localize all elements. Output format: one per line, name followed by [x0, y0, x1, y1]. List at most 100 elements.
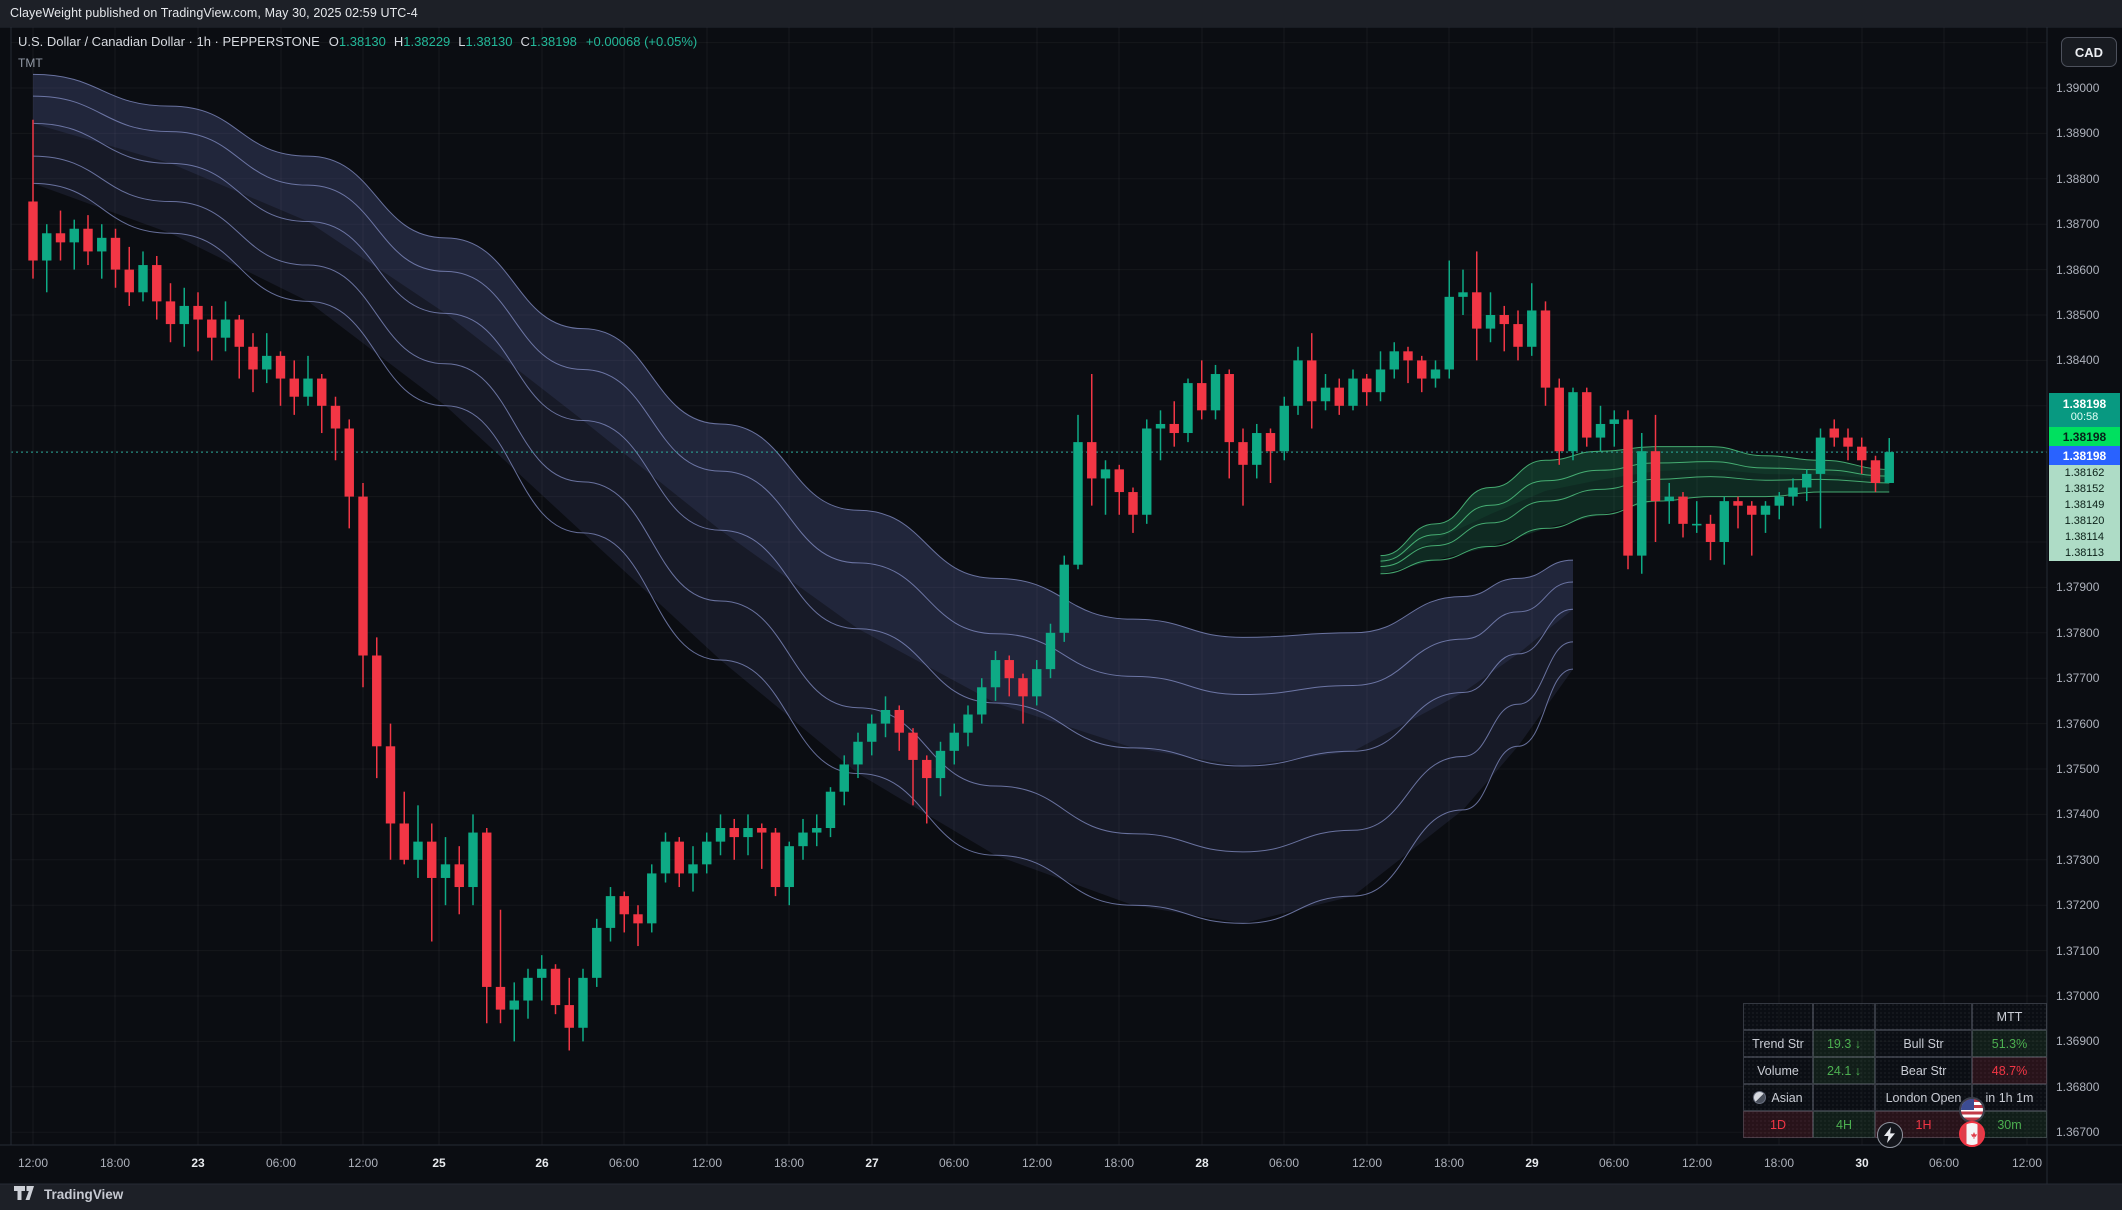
candle-body	[1320, 387, 1331, 402]
candle-body	[1829, 428, 1839, 438]
candle-body	[509, 1000, 519, 1010]
mtt-cell-asian: Asian	[1743, 1084, 1813, 1111]
candle-body	[770, 832, 781, 888]
mtt-empty-cell	[1743, 1003, 1813, 1030]
candle-body	[1142, 428, 1152, 515]
time-axis-label: 06:00	[608, 1156, 640, 1170]
candle-body	[482, 832, 492, 987]
badge-price-value: 1.38198	[2062, 448, 2107, 463]
chart-header[interactable]: U.S. Dollar / Canadian Dollar · 1h · PEP…	[18, 34, 697, 49]
candle-body	[1623, 419, 1633, 556]
candle-body	[1595, 423, 1606, 438]
candle-body	[1403, 351, 1413, 361]
candle-body	[317, 378, 327, 406]
us-flag-icon	[1959, 1097, 1985, 1123]
tradingview-mark-icon	[14, 1186, 34, 1200]
mtt-cell-text: 30m	[1997, 1117, 2022, 1132]
candle-body	[1499, 315, 1509, 325]
mtt-cell-text: 19.3 ↓	[1826, 1036, 1862, 1051]
candle-body	[990, 660, 1001, 688]
mtt-cell-4h[interactable]: 4H	[1813, 1111, 1875, 1138]
candle-body	[1513, 324, 1523, 347]
candle-body	[1307, 360, 1317, 402]
price-axis-label: 1.36800	[2056, 1079, 2100, 1094]
candle-body	[193, 305, 203, 320]
candle-body	[1815, 437, 1826, 474]
mtt-cell-text: Bull Str	[1903, 1036, 1944, 1051]
candle-body	[894, 709, 904, 733]
mtt-cell-text: 1H	[1915, 1117, 1932, 1132]
candle-body	[179, 305, 189, 325]
mtt-cell-text: Volume	[1757, 1063, 1799, 1078]
lightning-icon[interactable]	[1877, 1122, 1903, 1148]
candle-body	[1788, 487, 1798, 497]
candle-body	[344, 428, 354, 497]
candle-body	[413, 841, 423, 860]
candle-body	[97, 237, 107, 252]
price-badge-light: 1.38120	[2049, 513, 2120, 529]
candle-body	[262, 355, 272, 370]
ribbon-blue	[32, 73, 1574, 924]
candle-body	[1678, 496, 1688, 524]
mtt-cell-bear-str: Bear Str	[1875, 1057, 1972, 1084]
time-axis-date-label: 23	[191, 1156, 205, 1170]
candle-body	[688, 864, 698, 874]
candle-body	[715, 828, 726, 842]
tradingview-logo[interactable]: TradingView	[14, 1186, 123, 1203]
candle-body	[908, 732, 918, 760]
time-axis-label: 12:00	[1021, 1156, 1053, 1170]
candle-body	[1568, 392, 1578, 452]
currency-badge[interactable]: CAD	[2061, 37, 2117, 67]
price-axis-label: 1.37200	[2056, 898, 2100, 913]
candle-body	[757, 828, 767, 833]
time-axis-label: 12:00	[347, 1156, 379, 1170]
candle-body	[647, 873, 657, 924]
candle-body	[1197, 383, 1207, 411]
candle-body	[1073, 442, 1083, 565]
candle-body	[495, 986, 506, 1010]
candle-body	[1334, 387, 1344, 406]
candle-body	[1375, 369, 1386, 393]
price-axis-label: 1.37800	[2056, 625, 2100, 640]
candle-body	[1004, 660, 1014, 679]
candle-body	[1692, 523, 1702, 526]
price-badge-light: 1.38162	[2049, 465, 2120, 481]
candle-body	[564, 1005, 574, 1028]
candle-body	[124, 269, 134, 293]
time-axis-date-label: 28	[1195, 1156, 1209, 1170]
mtt-empty-cell	[1875, 1003, 1972, 1030]
indicator-label-tmt[interactable]: TMT	[18, 56, 43, 70]
candle-body	[55, 233, 66, 243]
candle-body	[138, 265, 148, 293]
time-axis-label: 06:00	[938, 1156, 970, 1170]
candle-body	[1128, 492, 1138, 515]
time-axis-label: 18:00	[1433, 1156, 1465, 1170]
candle-body	[1210, 374, 1221, 411]
candle-body	[385, 746, 396, 824]
price-axis-label: 1.38800	[2056, 171, 2100, 186]
candle-body	[152, 265, 162, 302]
price-axis-label: 1.38700	[2056, 217, 2100, 232]
price-axis-label: 1.37500	[2056, 762, 2100, 776]
price-axis-label: 1.37400	[2056, 807, 2100, 822]
candle-body	[977, 687, 987, 715]
candle-body	[825, 791, 836, 829]
price-axis-label: 1.38900	[2056, 126, 2100, 141]
symbol-title[interactable]: U.S. Dollar / Canadian Dollar · 1h · PEP…	[18, 34, 320, 49]
candle-body	[1760, 505, 1771, 515]
mtt-cell-19-3-: 19.3 ↓	[1813, 1030, 1875, 1057]
mtt-cell-text: in 1h 1m	[1985, 1090, 2034, 1105]
mtt-cell-bull-str: Bull Str	[1875, 1030, 1972, 1057]
candles-layer	[28, 119, 1894, 1051]
mtt-cell-1d[interactable]: 1D	[1743, 1111, 1813, 1138]
time-axis-label: 12:00	[1351, 1156, 1383, 1170]
candle-body	[1458, 292, 1468, 297]
ohlc-values: O1.38130 H1.38229 L1.38130 C1.38198	[329, 34, 577, 49]
candle-body	[83, 228, 93, 252]
price-badge-countdown: 1.38198 00:58	[2049, 393, 2120, 427]
candle-body	[578, 977, 588, 1028]
price-badge-light: 1.38114	[2049, 529, 2120, 545]
time-axis-date-label: 27	[865, 1156, 879, 1170]
candle-body	[784, 846, 794, 888]
